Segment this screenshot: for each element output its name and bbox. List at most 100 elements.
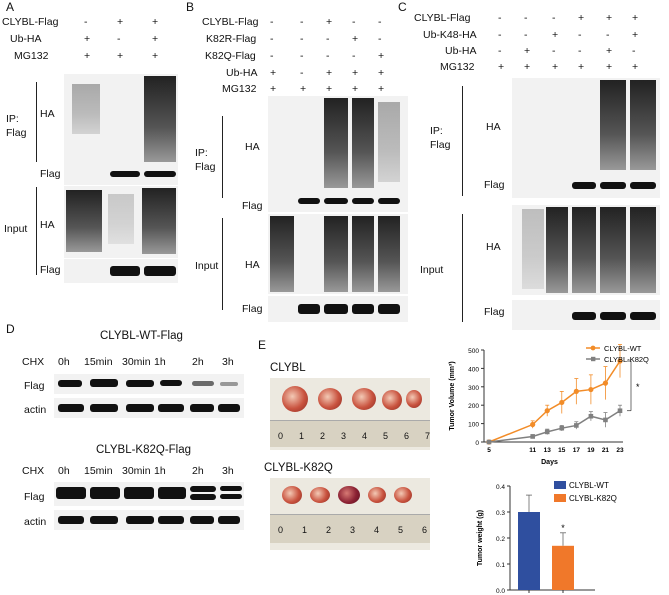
- a-input-ha-blot: [64, 186, 178, 258]
- c-input-ha-blot: [512, 205, 660, 295]
- b-sign: -: [270, 16, 274, 28]
- a-row-label: MG132: [14, 50, 49, 62]
- legend-swatch: [554, 481, 566, 489]
- data-point: [559, 425, 565, 431]
- ruler-tick-label: 5: [398, 525, 404, 535]
- b-input-ha-blot: [268, 214, 408, 294]
- b-ha-label: HA: [245, 259, 260, 271]
- y-tick-label: 200: [468, 403, 479, 410]
- tumor-weight-chart: 0.0 0.1 0.2 0.3 0.4 Tumor weight (g) * CLYBL-WT…: [477, 481, 617, 595]
- tumor-photo-k82q: 0 1 2 3 4 5 6: [270, 478, 430, 550]
- x-tick-label: 23: [616, 447, 624, 454]
- data-point: [486, 439, 492, 445]
- ruler-tick-label: 2: [320, 431, 326, 441]
- c-row-label: MG132: [440, 61, 475, 73]
- c-sign: +: [524, 45, 531, 57]
- series-line: [488, 360, 621, 443]
- b-ip-label: IP: Flag: [195, 147, 216, 173]
- a-ip-ha-blot: [64, 74, 178, 164]
- a-sign: -: [117, 33, 121, 45]
- d-time-label: 3h: [222, 356, 234, 368]
- c-sign: +: [578, 61, 585, 73]
- c-sign: +: [524, 61, 531, 73]
- c-sign: -: [498, 29, 502, 41]
- c-sign: -: [498, 45, 502, 57]
- a-flag-label: Flag: [40, 264, 61, 276]
- d-time-label: 2h: [192, 356, 204, 368]
- c-ip-ha-blot: [512, 78, 660, 172]
- c-sign: -: [632, 45, 636, 57]
- legend-marker: [590, 345, 596, 351]
- bar: [552, 545, 574, 590]
- b-sign: -: [300, 67, 304, 79]
- b-sign: +: [300, 83, 307, 95]
- a-input-label: Input: [4, 223, 28, 235]
- a-ip-flag-blot: [64, 163, 178, 185]
- panel-label-e: E: [258, 338, 267, 352]
- d-time-label: 2h: [192, 465, 204, 477]
- panel-label-b: B: [186, 0, 195, 14]
- y-axis-label: Tumor weight (g): [477, 510, 484, 566]
- b-input-label: Input: [195, 260, 219, 272]
- b-sign: -: [378, 16, 382, 28]
- c-sign: +: [606, 12, 613, 24]
- x-tick-label: 15: [558, 447, 566, 454]
- x-axis-label: Days: [541, 459, 558, 466]
- d-k82q-flag-blot: [54, 482, 244, 506]
- c-flag-label: Flag: [484, 179, 505, 191]
- ruler-tick-label: 6: [422, 525, 428, 535]
- b-ip-flag-blot: [268, 190, 408, 212]
- legend-label: CLYBL-WT: [604, 344, 642, 353]
- ruler-tick-label: 0: [278, 525, 284, 535]
- c-sign: -: [552, 12, 556, 24]
- d-time-label: 0h: [58, 465, 70, 477]
- a-ha-label: HA: [40, 219, 55, 231]
- x-tick-label: 17: [573, 447, 581, 454]
- d-actin-label: actin: [24, 404, 47, 416]
- ruler-tick-label: 6: [404, 431, 410, 441]
- a-row-label: CLYBL-Flag: [2, 16, 59, 28]
- b-ip-ha-blot: [268, 96, 408, 190]
- data-point: [530, 421, 536, 428]
- y-tick-label: 0.3: [496, 510, 505, 517]
- b-sign: -: [270, 50, 274, 62]
- x-tick-label: 5: [487, 447, 491, 454]
- y-tick-label: 0.0: [496, 588, 505, 595]
- legend-swatch: [554, 494, 566, 502]
- c-sign: -: [578, 45, 582, 57]
- data-point: [544, 429, 550, 435]
- d-chx-label: CHX: [22, 356, 45, 368]
- x-tick-label: 19: [587, 447, 595, 454]
- c-sign: +: [552, 61, 559, 73]
- ruler-tick-label: 3: [350, 525, 356, 535]
- y-tick-label: 300: [468, 385, 479, 392]
- a-flag-label: Flag: [40, 168, 61, 180]
- c-row-label: Ub-K48-HA: [423, 29, 477, 41]
- y-tick-label: 0: [475, 440, 479, 447]
- b-sign: -: [300, 16, 304, 28]
- c-sign: +: [632, 12, 639, 24]
- a-sign: +: [84, 33, 91, 45]
- bar: [518, 512, 540, 590]
- y-axis-label: Tumor Volume (mm³): [449, 361, 456, 430]
- tumor-photo-wt: 0 1 2 3 4 5 6 7: [270, 378, 430, 450]
- ruler-tick-label: 0: [278, 431, 284, 441]
- data-point: [602, 380, 609, 386]
- c-sign: -: [524, 29, 528, 41]
- b-sign: +: [326, 16, 333, 28]
- b-sign: -: [326, 50, 330, 62]
- d-title-k82q: CLYBL-K82Q-Flag: [96, 444, 192, 456]
- c-sign: +: [606, 61, 613, 73]
- b-row-label: K82Q-Flag: [205, 50, 256, 62]
- a-input-flag-blot: [64, 259, 178, 283]
- y-tick-label: 100: [468, 422, 479, 429]
- data-point: [603, 417, 608, 423]
- ruler-tick-label: 4: [374, 525, 380, 535]
- b-sign: +: [378, 67, 385, 79]
- legend-marker: [591, 356, 596, 362]
- c-sign: +: [552, 29, 559, 41]
- data-point: [544, 408, 550, 414]
- d-time-label: 1h: [154, 356, 166, 368]
- b-sign: -: [352, 16, 356, 28]
- a-sign: +: [84, 50, 91, 62]
